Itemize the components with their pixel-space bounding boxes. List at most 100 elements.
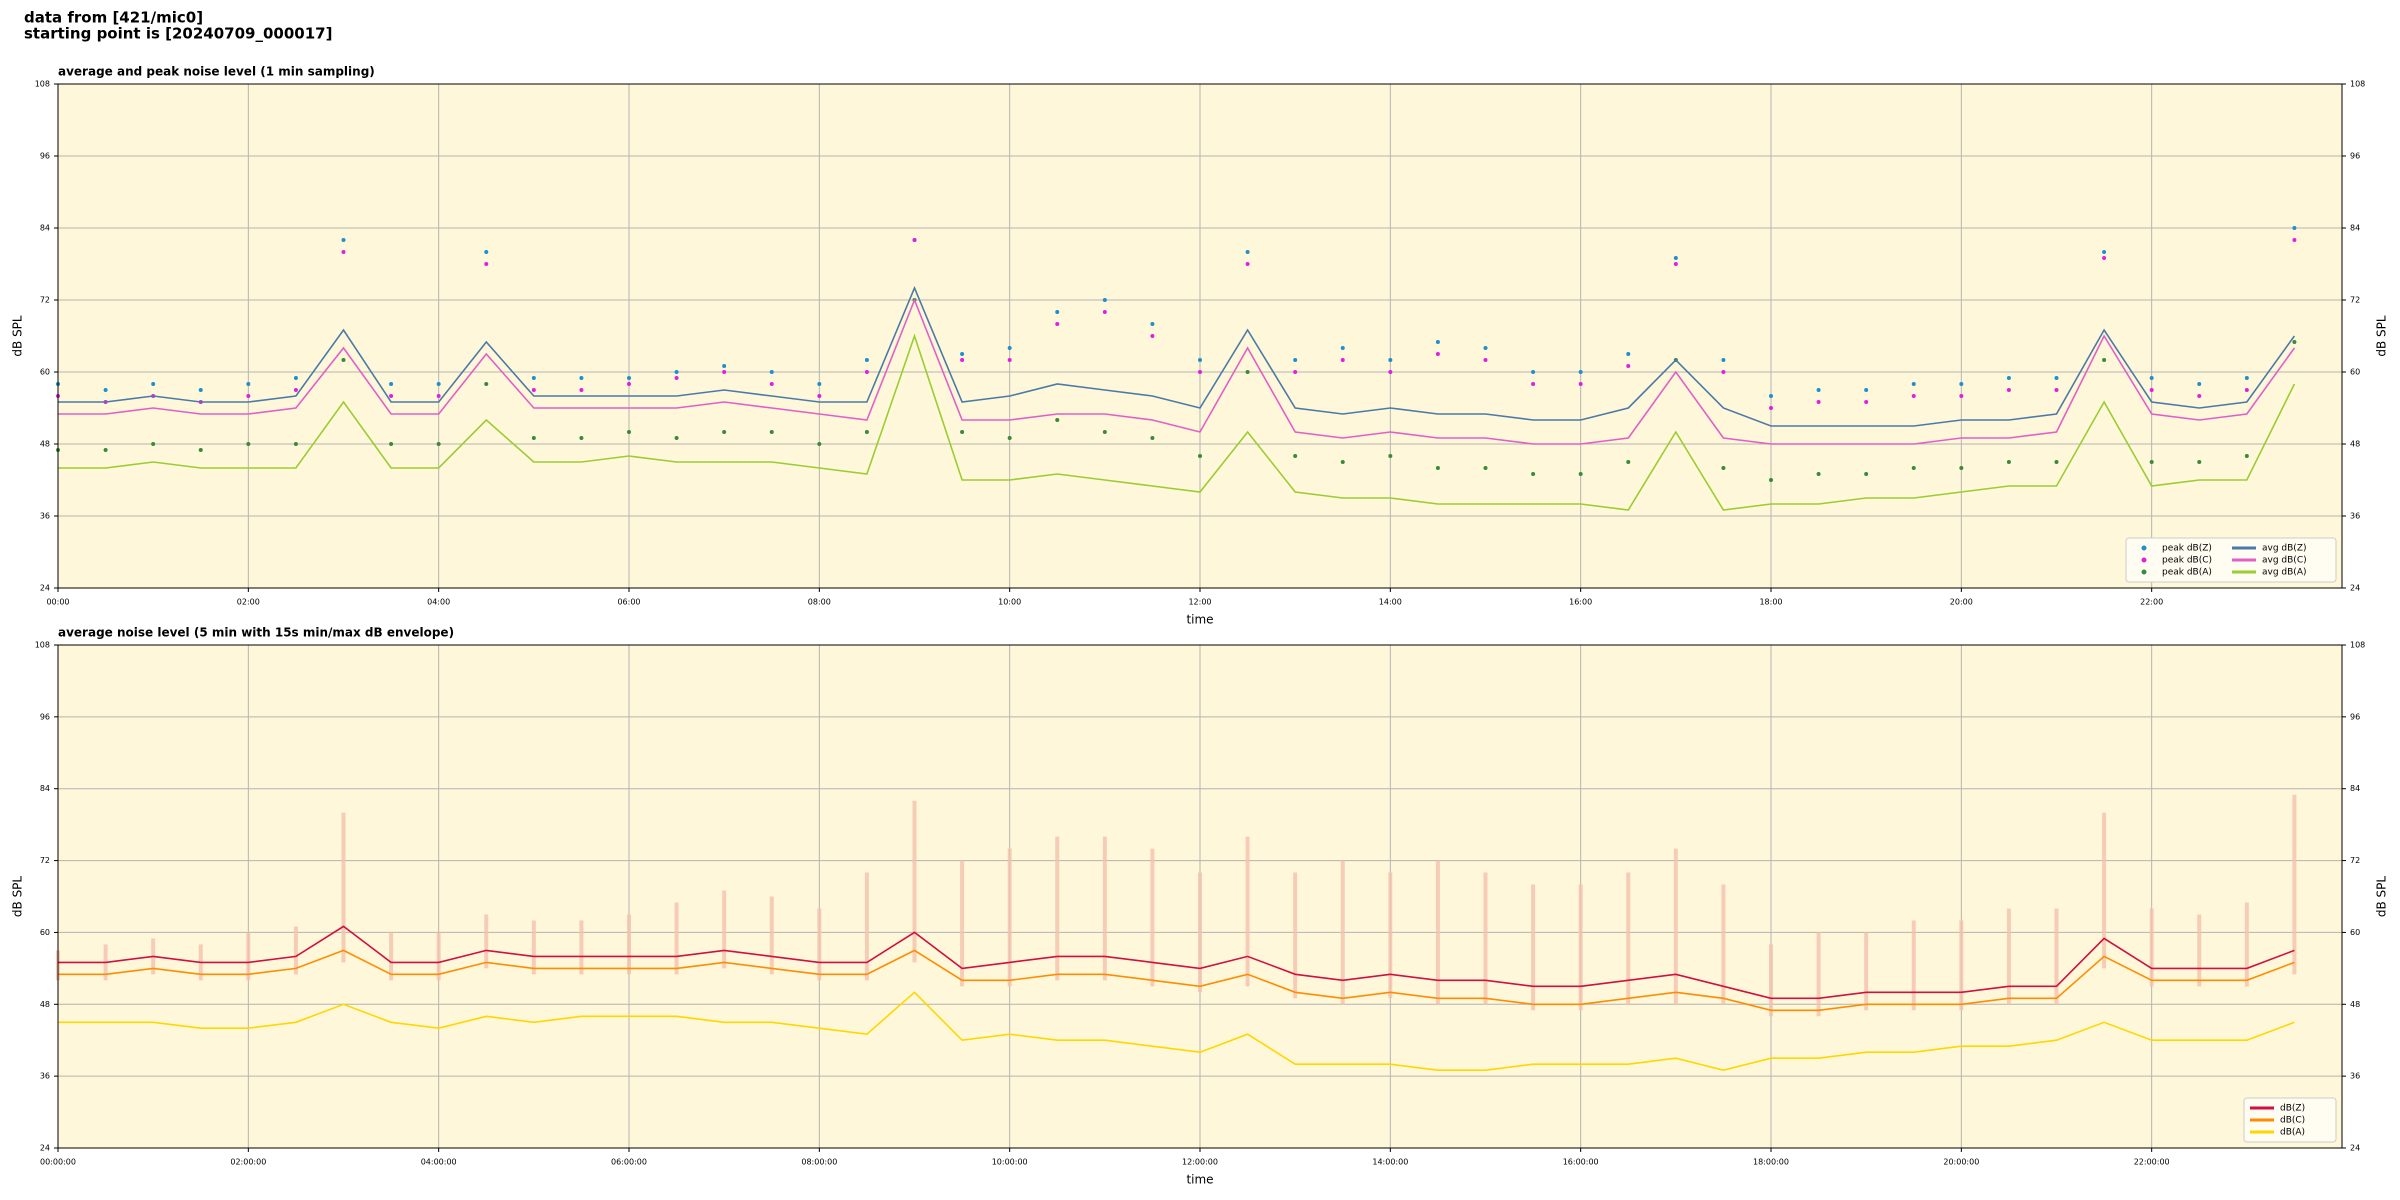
y-tick-label: 24 (40, 584, 50, 593)
peak-dot (341, 250, 346, 254)
y-tick-label: 48 (40, 1000, 50, 1009)
x-tick-label: 06:00 (617, 598, 640, 607)
peak-dot (531, 388, 536, 392)
peak-dot (2197, 460, 2202, 464)
peak-dot (246, 442, 251, 446)
y2-tick-label: 72 (2350, 296, 2360, 305)
x-tick-label: 12:00 (1188, 598, 1211, 607)
peak-dot (1673, 262, 1678, 266)
peak-dot (2244, 388, 2249, 392)
peak-dot (436, 442, 441, 446)
peak-dot (1245, 262, 1250, 266)
peak-dot (1721, 466, 1726, 470)
peak-dot (1864, 388, 1869, 392)
peak-dot (674, 370, 679, 374)
y-tick-label: 72 (40, 856, 50, 865)
peak-dot (1769, 406, 1773, 410)
peak-dot (1007, 346, 1012, 350)
x-axis-label: time (1186, 613, 1213, 627)
x-tick-label: 08:00 (808, 598, 831, 607)
y2-tick-label: 108 (2350, 641, 2365, 650)
legend-marker (2141, 557, 2147, 563)
x-tick-label: 14:00:00 (1372, 1158, 1408, 1167)
peak-dot (1816, 472, 1821, 476)
peak-dot (864, 430, 869, 434)
peak-dot (2102, 358, 2107, 362)
peak-dot (1340, 346, 1345, 350)
series-line (58, 285, 2296, 427)
peak-dot (864, 358, 869, 362)
peak-dot (1102, 298, 1107, 302)
y2-tick-label: 48 (2350, 1000, 2360, 1009)
series-line (58, 333, 2296, 511)
y-tick-label: 36 (40, 1072, 50, 1081)
plot-frame (57, 644, 2343, 1149)
peak-dot (817, 442, 822, 446)
header-start: starting point is [20240709_000017] (24, 25, 332, 43)
peak-dot (1293, 370, 1298, 374)
peak-dot (1531, 472, 1536, 476)
peak-dot (1435, 340, 1440, 344)
peak-dot (1864, 400, 1869, 404)
peak-dot (2006, 460, 2011, 464)
peak-dot (579, 376, 584, 380)
legend-label: dB(A) (2280, 1128, 2305, 1138)
y-tick-label: 96 (40, 712, 50, 721)
x-tick-label: 18:00:00 (1753, 1158, 1789, 1167)
peak-dot (769, 382, 774, 386)
legend-marker (2141, 569, 2147, 575)
y-tick-label: 96 (40, 152, 50, 161)
peak-dot (817, 382, 822, 386)
peak-dot (1388, 370, 1393, 374)
peak-dot (1626, 460, 1631, 464)
plot-frame (57, 83, 2343, 589)
legend-label: peak dB(C) (2162, 556, 2212, 566)
y2-tick-label: 84 (2350, 224, 2360, 233)
peak-dot (2149, 376, 2154, 380)
peak-dot (1483, 466, 1488, 470)
peak-dot (1198, 370, 1202, 374)
peak-dot (1435, 352, 1440, 356)
peak-dot (1673, 256, 1678, 260)
y2-tick-label: 96 (2350, 152, 2360, 161)
peak-dot (960, 352, 965, 356)
peak-dot (484, 382, 489, 386)
peak-dot (1293, 454, 1298, 458)
peak-dot (1198, 358, 1202, 362)
peak-dot (817, 394, 822, 398)
legend-label: avg dB(C) (2262, 556, 2307, 566)
peak-dot (1150, 334, 1155, 338)
peak-dot (1055, 322, 1060, 326)
peak-dot (531, 436, 536, 440)
peak-dot (1150, 436, 1155, 440)
x-tick-label: 22:00:00 (2134, 1158, 2170, 1167)
peak-dot (1198, 454, 1202, 458)
peak-dot (1769, 478, 1773, 482)
x-tick-label: 14:00 (1379, 598, 1402, 607)
peak-dot (579, 436, 584, 440)
peak-dot (912, 238, 917, 242)
chart-title: average noise level (5 min with 15s min/… (58, 626, 454, 640)
x-tick-label: 12:00:00 (1182, 1158, 1218, 1167)
peak-dot (1245, 250, 1250, 254)
peak-dot (1388, 358, 1393, 362)
y-tick-label: 84 (40, 784, 50, 793)
x-tick-label: 04:00 (427, 598, 450, 607)
peak-dot (1959, 382, 1964, 386)
y-tick-label: 72 (40, 296, 50, 305)
series-line (58, 949, 2295, 1012)
peak-dot (293, 376, 298, 380)
peak-dot (769, 370, 774, 374)
peak-dot (2006, 376, 2011, 380)
y-tick-label: 108 (35, 80, 50, 89)
peak-dot (484, 250, 489, 254)
peak-dot (627, 430, 631, 434)
peak-dot (1578, 370, 1583, 374)
peak-dot (1150, 322, 1155, 326)
peak-dot (769, 430, 774, 434)
y-tick-label: 60 (40, 928, 50, 937)
peak-dot (722, 364, 727, 368)
series-line (58, 925, 2295, 1000)
peak-dot (579, 388, 584, 392)
